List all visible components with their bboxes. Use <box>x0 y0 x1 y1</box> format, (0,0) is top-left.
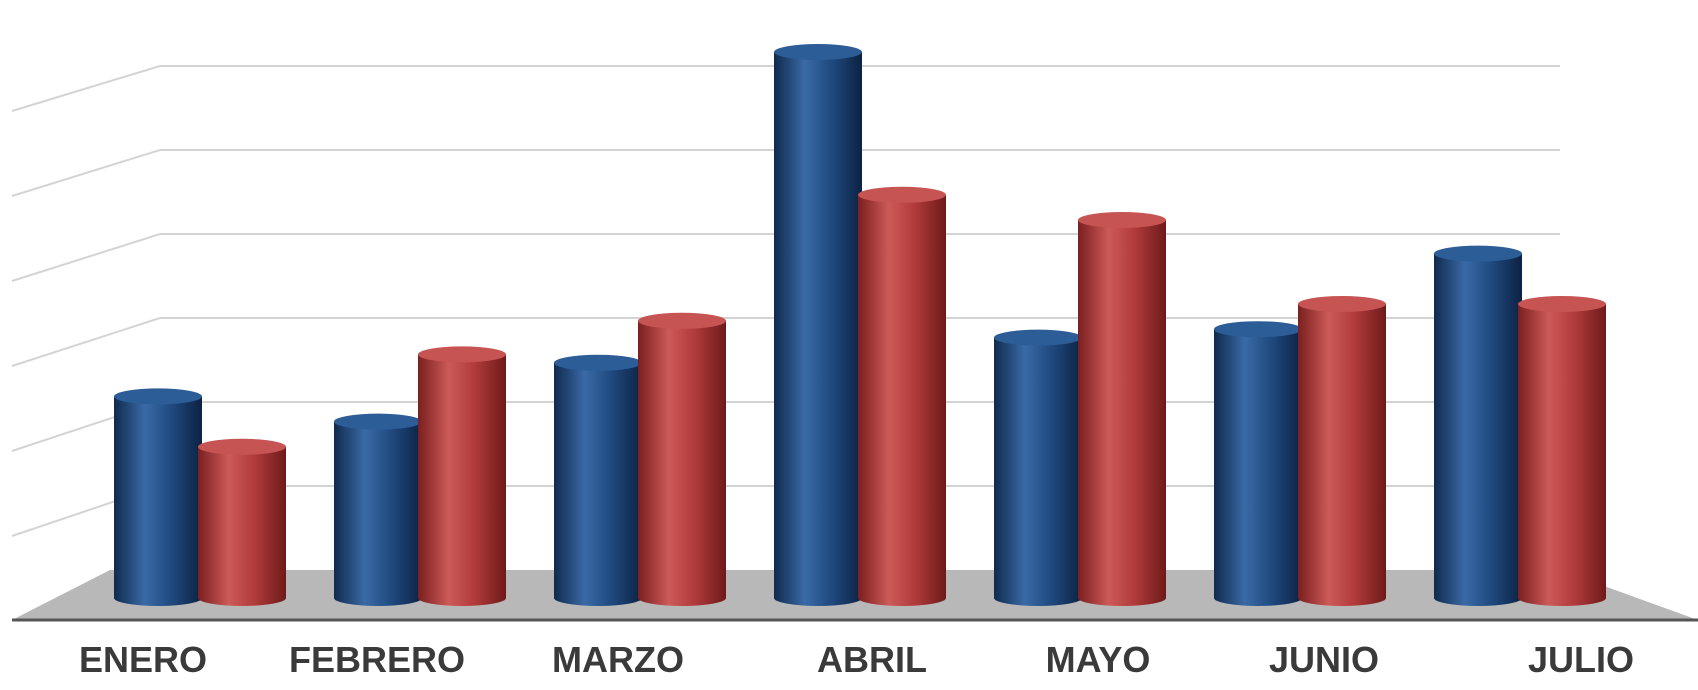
bar-enero-series1 <box>114 388 202 606</box>
bar-body <box>858 194 946 607</box>
category-label-mayo: MAYO <box>1046 639 1151 680</box>
bar-junio-series2 <box>1298 296 1386 606</box>
bar-top <box>554 354 642 371</box>
bar-julio-series1 <box>1434 245 1522 606</box>
bar-top <box>114 388 202 405</box>
bar-body <box>638 320 726 606</box>
bar-body <box>1518 304 1606 606</box>
bar-top <box>1078 212 1166 228</box>
category-label-marzo: MARZO <box>552 639 684 680</box>
bar-top <box>638 312 726 329</box>
bar-top <box>198 438 286 455</box>
bar-body <box>1298 304 1386 606</box>
bar-abril-series1 <box>774 44 862 606</box>
bar-body <box>994 337 1082 606</box>
bar-marzo-series2 <box>638 312 726 606</box>
bar-abril-series2 <box>858 186 946 607</box>
bar-top <box>1298 296 1386 312</box>
category-label-enero: ENERO <box>79 639 207 680</box>
category-label-julio: JULIO <box>1528 639 1634 680</box>
gridline-side <box>11 317 161 367</box>
gridline-side <box>11 233 161 282</box>
gridline-side <box>11 149 161 197</box>
category-label-abril: ABRIL <box>817 639 927 680</box>
bar-top <box>1214 321 1302 338</box>
bar-mayo-series2 <box>1078 212 1166 606</box>
bar-mayo-series1 <box>994 329 1082 606</box>
bar-body <box>334 421 422 606</box>
bar-enero-series2 <box>198 438 286 606</box>
bar-body <box>114 396 202 606</box>
category-label-febrero: FEBRERO <box>289 639 465 680</box>
category-labels: ENERO FEBRERO MARZO ABRIL MAYO JUNIO JULIO <box>79 639 1634 680</box>
gridline-side <box>11 65 161 112</box>
bar-top <box>334 413 422 430</box>
bar-top <box>1518 296 1606 312</box>
bar-series <box>114 44 1606 607</box>
bar-julio-series2 <box>1518 296 1606 606</box>
bar-top <box>858 186 946 203</box>
bar-body <box>198 446 286 606</box>
bar-top <box>994 329 1082 346</box>
bar-top <box>1434 245 1522 262</box>
bar-febrero-series2 <box>418 346 506 606</box>
bar-top <box>418 346 506 363</box>
bar-junio-series1 <box>1214 321 1302 606</box>
bar-marzo-series1 <box>554 354 642 606</box>
bar-body <box>1078 220 1166 606</box>
bar-body <box>774 52 862 606</box>
bar-body <box>418 354 506 606</box>
bar-body <box>1434 253 1522 606</box>
category-label-junio: JUNIO <box>1269 639 1379 680</box>
bar-body <box>554 362 642 606</box>
bar-febrero-series1 <box>334 413 422 606</box>
bar-body <box>1214 329 1302 606</box>
bar-top <box>774 44 862 60</box>
